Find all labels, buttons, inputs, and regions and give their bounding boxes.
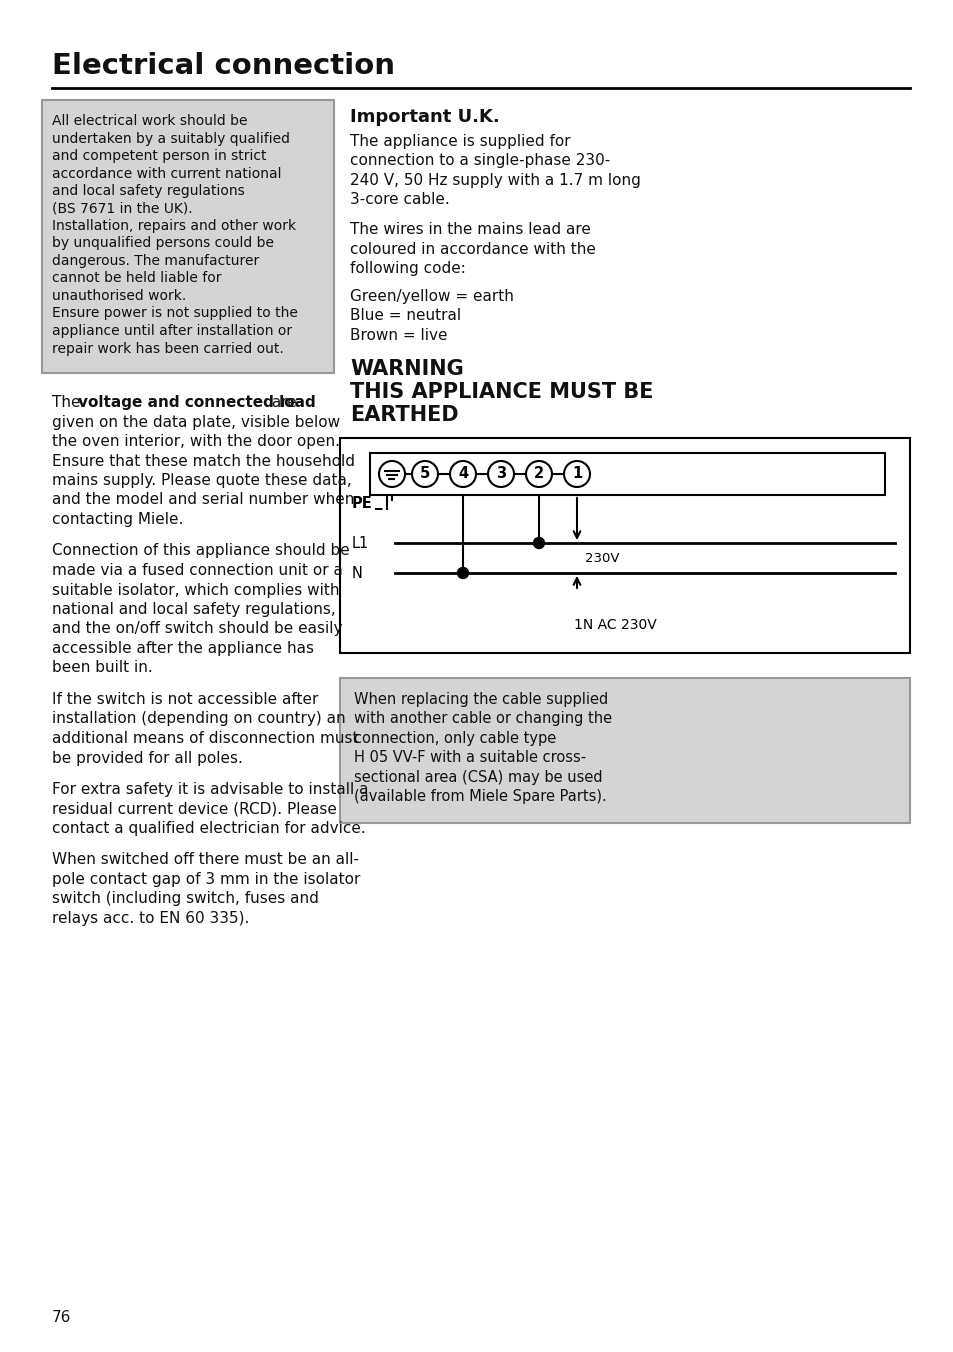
Text: L1: L1: [352, 535, 369, 550]
Text: following code:: following code:: [350, 261, 465, 276]
Text: by unqualified persons could be: by unqualified persons could be: [52, 237, 274, 250]
Text: The appliance is supplied for: The appliance is supplied for: [350, 134, 570, 149]
Text: If the switch is not accessible after: If the switch is not accessible after: [52, 692, 318, 707]
Text: THIS APPLIANCE MUST BE: THIS APPLIANCE MUST BE: [350, 383, 653, 402]
Text: been built in.: been built in.: [52, 661, 152, 676]
Text: are: are: [267, 395, 296, 410]
Text: switch (including switch, fuses and: switch (including switch, fuses and: [52, 891, 318, 906]
Text: voltage and connected load: voltage and connected load: [78, 395, 315, 410]
Text: connection to a single-phase 230-: connection to a single-phase 230-: [350, 154, 610, 169]
Text: and the on/off switch should be easily: and the on/off switch should be easily: [52, 622, 342, 637]
Text: made via a fused connection unit or a: made via a fused connection unit or a: [52, 562, 342, 579]
Text: PE: PE: [352, 495, 373, 511]
Text: The: The: [52, 395, 85, 410]
Text: pole contact gap of 3 mm in the isolator: pole contact gap of 3 mm in the isolator: [52, 872, 360, 887]
Text: with another cable or changing the: with another cable or changing the: [354, 711, 612, 726]
Text: Electrical connection: Electrical connection: [52, 51, 395, 80]
FancyBboxPatch shape: [42, 100, 334, 373]
Text: appliance until after installation or: appliance until after installation or: [52, 324, 292, 338]
Text: 1: 1: [571, 466, 581, 481]
Text: 76: 76: [52, 1310, 71, 1325]
Text: residual current device (RCD). Please: residual current device (RCD). Please: [52, 802, 336, 817]
Circle shape: [457, 568, 468, 579]
Text: accordance with current national: accordance with current national: [52, 166, 281, 181]
Text: 2: 2: [534, 466, 543, 481]
Text: and competent person in strict: and competent person in strict: [52, 149, 266, 164]
Text: and local safety regulations: and local safety regulations: [52, 184, 245, 197]
Text: H 05 VV-F with a suitable cross-: H 05 VV-F with a suitable cross-: [354, 750, 585, 765]
Text: When switched off there must be an all-: When switched off there must be an all-: [52, 853, 358, 868]
Text: the oven interior, with the door open.: the oven interior, with the door open.: [52, 434, 339, 449]
Text: 240 V, 50 Hz supply with a 1.7 m long: 240 V, 50 Hz supply with a 1.7 m long: [350, 173, 640, 188]
Text: and the model and serial number when: and the model and serial number when: [52, 492, 354, 507]
Text: N: N: [352, 565, 362, 580]
Circle shape: [533, 538, 544, 549]
Text: accessible after the appliance has: accessible after the appliance has: [52, 641, 314, 656]
Text: connection, only cable type: connection, only cable type: [354, 731, 556, 746]
Text: be provided for all poles.: be provided for all poles.: [52, 750, 243, 765]
Text: dangerous. The manufacturer: dangerous. The manufacturer: [52, 254, 259, 268]
Text: Installation, repairs and other work: Installation, repairs and other work: [52, 219, 295, 233]
Text: Important U.K.: Important U.K.: [350, 108, 499, 126]
FancyBboxPatch shape: [339, 438, 909, 653]
FancyBboxPatch shape: [339, 677, 909, 823]
Text: 230V: 230V: [584, 552, 618, 565]
Text: The wires in the mains lead are: The wires in the mains lead are: [350, 222, 590, 237]
Text: Connection of this appliance should be: Connection of this appliance should be: [52, 544, 350, 558]
Text: contacting Miele.: contacting Miele.: [52, 512, 183, 527]
Text: EARTHED: EARTHED: [350, 406, 458, 425]
Text: When replacing the cable supplied: When replacing the cable supplied: [354, 692, 608, 707]
Text: sectional area (CSA) may be used: sectional area (CSA) may be used: [354, 771, 602, 786]
Text: 3-core cable.: 3-core cable.: [350, 192, 449, 207]
Text: national and local safety regulations,: national and local safety regulations,: [52, 602, 335, 617]
Text: All electrical work should be: All electrical work should be: [52, 114, 247, 128]
Text: Ensure that these match the household: Ensure that these match the household: [52, 453, 355, 469]
Text: cannot be held liable for: cannot be held liable for: [52, 272, 221, 285]
Text: Ensure power is not supplied to the: Ensure power is not supplied to the: [52, 307, 297, 320]
Text: Blue = neutral: Blue = neutral: [350, 308, 460, 323]
Text: WARNING: WARNING: [350, 360, 463, 379]
Text: For extra safety it is advisable to install a: For extra safety it is advisable to inst…: [52, 781, 368, 796]
Text: 4: 4: [457, 466, 468, 481]
Text: 5: 5: [419, 466, 430, 481]
Text: mains supply. Please quote these data,: mains supply. Please quote these data,: [52, 473, 352, 488]
Text: coloured in accordance with the: coloured in accordance with the: [350, 242, 596, 257]
Text: contact a qualified electrician for advice.: contact a qualified electrician for advi…: [52, 821, 365, 836]
Text: (available from Miele Spare Parts).: (available from Miele Spare Parts).: [354, 790, 606, 804]
Text: repair work has been carried out.: repair work has been carried out.: [52, 342, 283, 356]
Text: suitable isolator, which complies with: suitable isolator, which complies with: [52, 583, 339, 598]
Text: (BS 7671 in the UK).: (BS 7671 in the UK).: [52, 201, 193, 215]
Text: relays acc. to EN 60 335).: relays acc. to EN 60 335).: [52, 911, 249, 926]
Text: given on the data plate, visible below: given on the data plate, visible below: [52, 415, 340, 430]
Text: _: _: [375, 495, 382, 511]
Text: undertaken by a suitably qualified: undertaken by a suitably qualified: [52, 131, 290, 146]
Text: Brown = live: Brown = live: [350, 327, 447, 342]
Text: additional means of disconnection must: additional means of disconnection must: [52, 731, 358, 746]
Text: Green/yellow = earth: Green/yellow = earth: [350, 288, 514, 303]
FancyBboxPatch shape: [370, 453, 884, 495]
Text: unauthorised work.: unauthorised work.: [52, 289, 186, 303]
Text: 1N AC 230V: 1N AC 230V: [573, 618, 656, 631]
Text: 3: 3: [496, 466, 505, 481]
Text: installation (depending on country) an: installation (depending on country) an: [52, 711, 345, 726]
